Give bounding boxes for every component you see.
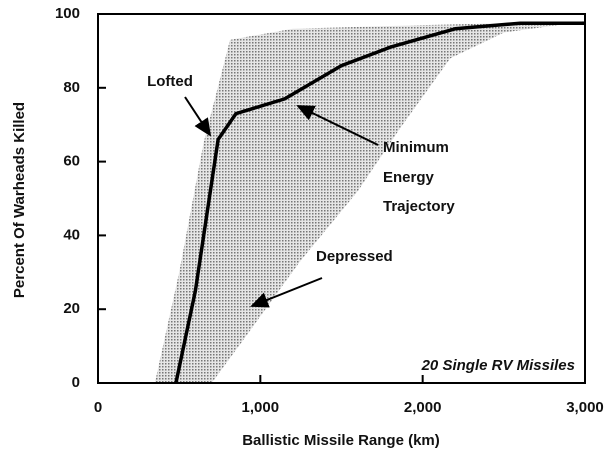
y-tick-label: 100 — [55, 5, 80, 22]
annotation: Minimum — [383, 139, 449, 156]
x-tick-label: 2,000 — [404, 399, 442, 416]
y-axis-label: Percent Of Warheads Killed — [11, 102, 28, 298]
annotation: Lofted — [147, 73, 193, 90]
annotation: Trajectory — [383, 198, 455, 215]
x-tick-label: 0 — [94, 399, 102, 416]
arrow — [250, 277, 323, 308]
band — [154, 21, 586, 383]
y-tick-label: 60 — [63, 153, 80, 170]
x-tick-label: 3,000 — [566, 399, 604, 416]
y-tick-label: 80 — [63, 79, 80, 96]
line — [174, 21, 585, 384]
arrow — [184, 96, 212, 137]
y-tick-label: 40 — [63, 226, 80, 243]
x-tick-label: 1,000 — [242, 399, 280, 416]
annotation: Energy — [383, 169, 435, 186]
y-tick-label: 0 — [72, 374, 80, 391]
y-tick-label: 20 — [63, 300, 80, 317]
x-axis-label: Ballistic Missile Range (km) — [242, 432, 440, 449]
note: 20 Single RV Missiles — [421, 357, 575, 374]
arrow — [296, 105, 379, 146]
plot-frame — [97, 13, 586, 384]
annotation: Depressed — [316, 248, 393, 265]
